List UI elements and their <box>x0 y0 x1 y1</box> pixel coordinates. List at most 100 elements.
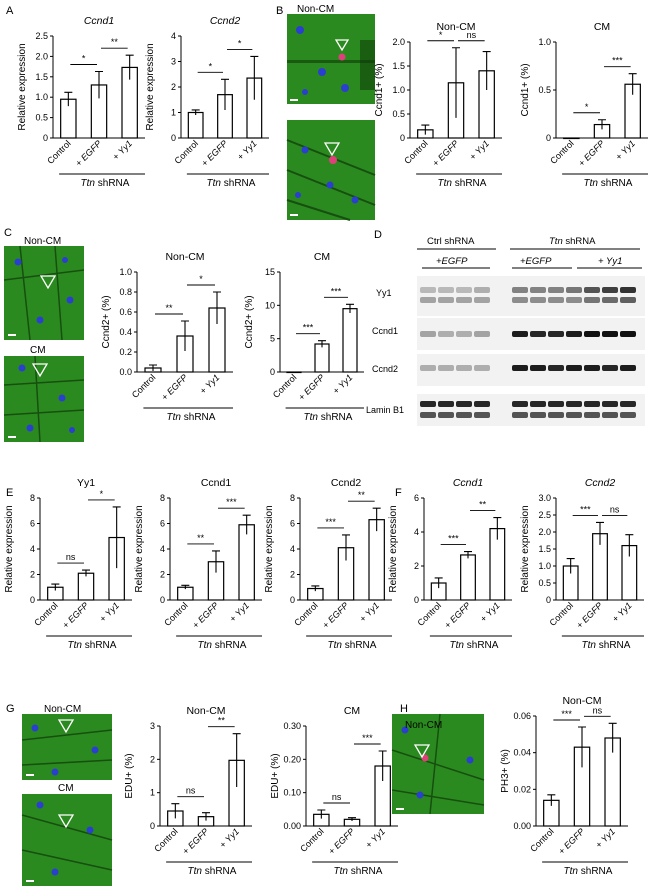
chart-title: Ccnd2 <box>210 15 241 27</box>
significance-label: *** <box>580 504 591 514</box>
y-axis-label: Relative expression <box>264 505 275 592</box>
y-tick-label: 6 <box>414 493 419 503</box>
significance-label: * <box>439 30 443 40</box>
group-label: Ttn shRNA <box>450 640 499 651</box>
error-bar <box>212 550 220 573</box>
y-tick-label: 2 <box>171 82 176 92</box>
blot-band <box>456 331 472 337</box>
significance-label: *** <box>226 497 237 507</box>
bar <box>342 308 358 373</box>
blot-band <box>438 287 454 293</box>
error-bar <box>346 303 354 313</box>
chart-e2: Ccnd1 Relative expression 0 2 4 6 8 Control + EG… <box>134 477 262 651</box>
significance-label: ns <box>467 30 477 40</box>
x-tick-label: Control <box>292 600 320 628</box>
significance-label: ns <box>593 705 603 715</box>
error-bar <box>82 569 90 577</box>
blot-band <box>512 401 528 407</box>
x-tick-label: + Yy1 <box>478 600 502 624</box>
chart-title: Non-CM <box>186 705 225 717</box>
y-tick-label: 2 <box>290 570 295 580</box>
x-tick-label: + EGFP <box>181 826 211 856</box>
significance-label: * <box>100 489 104 499</box>
error-bar <box>598 119 606 130</box>
blot-band <box>512 331 528 337</box>
significance-label: *** <box>448 534 459 544</box>
blot-band <box>602 287 618 293</box>
blot-band <box>420 365 436 371</box>
y-tick-label: 6 <box>160 519 165 529</box>
blot-row-label: Lamin B1 <box>366 405 404 415</box>
blot-band <box>530 297 546 303</box>
error-bar <box>628 73 637 95</box>
x-tick-label: + EGFP <box>431 138 461 168</box>
x-tick-label: + EGFP <box>327 826 357 856</box>
y-tick-label: 0.5 <box>35 113 48 123</box>
chart-a2: Ccnd2 Relative expression 0 1 2 3 4 Control + EG… <box>145 15 269 189</box>
blot-band <box>530 331 546 337</box>
significance-label: *** <box>331 286 342 296</box>
blot-band <box>456 287 472 293</box>
y-tick-label: 1.5 <box>35 72 48 82</box>
significance-label: *** <box>303 323 314 333</box>
panel-label-c: C <box>4 227 12 239</box>
x-tick-label: Control <box>162 600 190 628</box>
blot-band <box>566 365 582 371</box>
blot-egfp2-label: +EGFP <box>520 256 552 267</box>
chart-title: Yy1 <box>77 477 95 489</box>
error-bar <box>464 551 472 559</box>
error-bar <box>125 54 134 80</box>
blot-band <box>456 412 472 418</box>
significance-label: * <box>82 53 86 63</box>
blot-band <box>474 331 490 337</box>
micrograph-g-cm-label: CM <box>58 783 74 794</box>
significance-label: * <box>585 102 589 112</box>
blot-yy1-label: + Yy1 <box>598 256 622 267</box>
y-tick-label: 15 <box>265 267 275 277</box>
y-tick-label: 3.0 <box>538 493 551 503</box>
y-tick-label: 8 <box>160 493 165 503</box>
y-tick-label: 1.5 <box>538 544 551 554</box>
y-tick-label: 0 <box>414 595 419 605</box>
micrograph-b-cm: CM <box>286 110 376 221</box>
x-tick-label: + Yy1 <box>614 138 638 162</box>
chart-e3: Ccnd2 Relative expression 0 2 4 6 8 Control + EG… <box>264 477 392 651</box>
significance-label: ** <box>111 37 119 47</box>
significance-label: ** <box>479 500 487 510</box>
blot-band <box>512 297 528 303</box>
y-tick-label: 0.4 <box>119 327 132 337</box>
x-tick-label: + Yy1 <box>98 600 122 624</box>
y-tick-label: 4 <box>160 544 165 554</box>
blot-band <box>438 412 454 418</box>
x-tick-label: Control <box>45 138 73 166</box>
error-bar <box>232 733 241 787</box>
blot-band <box>584 297 600 303</box>
blot-band <box>420 401 436 407</box>
y-tick-label: 2 <box>150 754 155 764</box>
y-axis-label: Relative expression <box>388 505 399 592</box>
blot-band <box>548 287 564 293</box>
y-tick-label: 2.5 <box>538 510 551 520</box>
y-tick-label: 10 <box>265 300 275 310</box>
x-tick-label: + EGFP <box>74 138 104 168</box>
error-bar <box>250 55 259 100</box>
x-tick-label: + Yy1 <box>364 826 388 850</box>
chart-title: Non-CM <box>165 251 204 263</box>
chart-e1: Yy1 Relative expression 0 2 4 6 8 Control + EGFP… <box>4 477 132 651</box>
blot-row-label: Yy1 <box>376 288 392 298</box>
panel-label-h: H <box>400 703 408 715</box>
group-label: Ttn shRNA <box>584 178 633 189</box>
y-tick-label: 0.30 <box>283 721 301 731</box>
error-bar <box>191 109 200 116</box>
significance-label: ** <box>197 533 205 543</box>
error-bar <box>342 534 350 561</box>
panel-label-e: E <box>6 487 13 499</box>
y-axis-label: Ccnd2+ (%) <box>101 295 112 348</box>
error-bar <box>566 557 575 574</box>
blot-band <box>420 412 436 418</box>
x-tick-label: Control <box>172 138 200 166</box>
significance-label: * <box>209 61 213 71</box>
y-tick-label: 0.00 <box>283 821 301 831</box>
blot-band <box>474 412 490 418</box>
error-bar <box>608 722 617 753</box>
